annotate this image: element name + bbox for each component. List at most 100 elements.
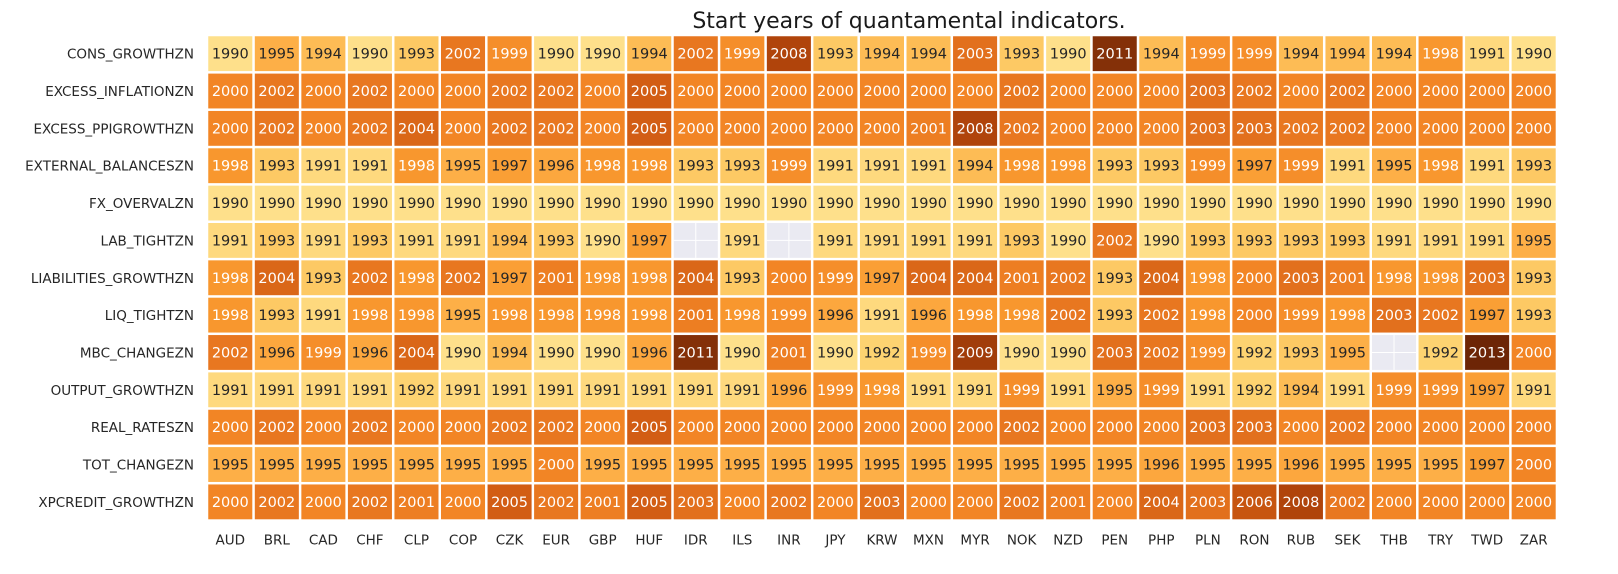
heatmap-cell	[301, 110, 346, 146]
row-label-liq-tightzn: LIQ_TIGHTZN	[105, 308, 194, 324]
cell-value-label: 1990	[398, 196, 435, 212]
heatmap-cell	[999, 447, 1044, 482]
heatmap-cell	[1232, 447, 1277, 482]
heatmap-cell	[1465, 260, 1510, 296]
heatmap-cell	[441, 185, 486, 221]
cell-value-label: 1994	[864, 47, 901, 63]
cell-value-label: 1990	[584, 47, 621, 63]
heatmap-cell	[1046, 110, 1091, 146]
heatmap-cell	[1278, 110, 1323, 146]
cell-value-label: 1990	[724, 196, 761, 212]
cell-value-label: 1991	[258, 383, 295, 399]
heatmap-cell	[1092, 223, 1137, 258]
heatmap-cell	[906, 110, 951, 146]
heatmap-cell	[673, 110, 718, 146]
cell-value-label: 1990	[351, 196, 388, 212]
heatmap-cell	[859, 484, 904, 520]
cell-value-label: 2002	[1003, 84, 1040, 100]
cell-value-label: 2000	[1515, 420, 1552, 436]
cell-value-label: 1998	[398, 308, 435, 324]
heatmap-cell	[813, 372, 858, 408]
cell-value-label: 1993	[1003, 47, 1040, 63]
heatmap-cell	[1139, 297, 1184, 333]
cell-value-label: 1998	[1422, 271, 1459, 287]
cell-value-label: 2004	[258, 271, 295, 287]
cell-value-label: 2000	[305, 495, 342, 511]
cell-value-label: 2000	[1515, 84, 1552, 100]
heatmap-cell	[580, 372, 625, 408]
heatmap-cell	[1046, 185, 1091, 221]
heatmap-cell	[1046, 260, 1091, 296]
heatmap-cell	[1139, 409, 1184, 445]
cell-value-label: 1990	[1515, 47, 1552, 63]
heatmap-cell	[673, 335, 718, 370]
heatmap-cell	[487, 185, 532, 221]
heatmap-cell	[906, 223, 951, 258]
cell-value-label: 2003	[1189, 84, 1226, 100]
cell-value-label: 1991	[724, 233, 761, 249]
heatmap-cell	[441, 73, 486, 109]
heatmap-cell	[487, 484, 532, 520]
cell-value-label: 2000	[1515, 495, 1552, 511]
heatmap-cell	[813, 223, 858, 258]
cell-value-label: 2002	[351, 121, 388, 137]
heatmap-cell	[1046, 223, 1091, 258]
cell-value-label: 2000	[1143, 420, 1180, 436]
heatmap-cell	[813, 447, 858, 482]
cell-value-label: 2004	[1143, 495, 1180, 511]
column-label-ils: ILS	[732, 533, 752, 549]
cell-value-label: 1995	[1050, 458, 1087, 474]
cell-value-label: 1999	[770, 308, 807, 324]
cell-value-label: 2000	[910, 420, 947, 436]
heatmap-cell	[1092, 260, 1137, 296]
heatmap-cell	[580, 447, 625, 482]
cell-value-label: 1997	[1236, 159, 1273, 175]
heatmap-cell	[1278, 185, 1323, 221]
cell-value-label: 2000	[1096, 495, 1133, 511]
cell-value-label: 1990	[1189, 196, 1226, 212]
cell-value-label: 1991	[1329, 159, 1366, 175]
cell-value-label: 2002	[491, 84, 528, 100]
cell-value-label: 2002	[677, 47, 714, 63]
cell-value-label: 2002	[258, 495, 295, 511]
row-label-real-rateszn: REAL_RATESZN	[91, 420, 194, 436]
heatmap-cell	[813, 297, 858, 333]
heatmap-cell	[1232, 148, 1277, 184]
heatmap-cell	[673, 409, 718, 445]
heatmap-cell	[953, 148, 998, 184]
cell-value-label: 1991	[351, 159, 388, 175]
cell-value-label: 1990	[584, 233, 621, 249]
heatmap-cell	[301, 73, 346, 109]
heatmap-cell	[1465, 73, 1510, 109]
heatmap-cell	[953, 73, 998, 109]
cell-value-label: 2000	[212, 84, 249, 100]
heatmap-cell	[1511, 110, 1556, 146]
cell-value-label: 1991	[445, 383, 482, 399]
column-label-nzd: NZD	[1053, 533, 1083, 549]
heatmap-cell	[1372, 223, 1417, 258]
heatmap-cell	[813, 110, 858, 146]
cell-value-label: 1996	[631, 345, 668, 361]
cell-value-label: 1990	[770, 196, 807, 212]
column-label-inr: INR	[777, 533, 800, 549]
cell-value-label: 1998	[631, 308, 668, 324]
cell-value-label: 1993	[538, 233, 575, 249]
heatmap-cell	[394, 110, 439, 146]
cell-value-label: 1995	[1189, 458, 1226, 474]
heatmap-cell	[1185, 73, 1230, 109]
heatmap-cell	[1278, 484, 1323, 520]
cell-value-label: 2001	[398, 495, 435, 511]
cell-value-label: 1991	[1469, 159, 1506, 175]
row-label-tot-changezn: TOT_CHANGEZN	[82, 458, 194, 474]
cell-value-label: 1996	[817, 308, 854, 324]
heatmap-cell	[999, 484, 1044, 520]
cell-value-label: 2003	[864, 495, 901, 511]
heatmap-cell	[1139, 223, 1184, 258]
cell-value-label: 2004	[1143, 271, 1180, 287]
heatmap-cell	[1325, 484, 1370, 520]
heatmap-cell	[1465, 335, 1510, 370]
heatmap-cell	[208, 73, 253, 109]
cell-value-label: 1993	[258, 233, 295, 249]
heatmap-cell	[1418, 185, 1463, 221]
cell-value-label: 1995	[1096, 383, 1133, 399]
